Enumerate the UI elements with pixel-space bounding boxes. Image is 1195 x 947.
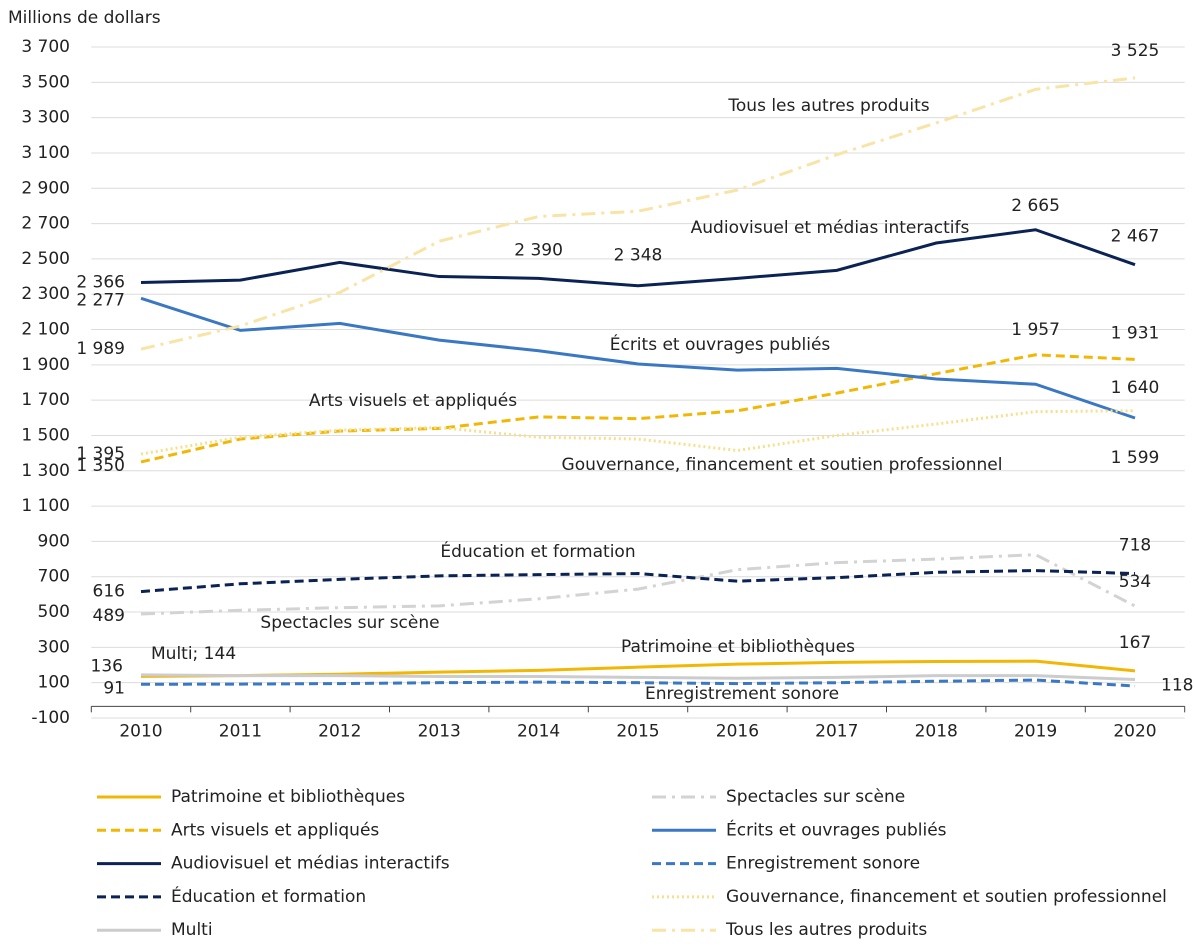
y-tick-label: 2 900: [21, 178, 70, 198]
x-tick-label: 2014: [517, 721, 560, 741]
series-line: [140, 673, 1136, 682]
value-label: 718: [1119, 536, 1151, 556]
y-tick-label: 1 300: [21, 461, 70, 481]
legend-label: Arts visuels et appliqués: [171, 820, 379, 840]
y-tick-label: 2 700: [21, 214, 70, 234]
y-tick-label: 1 700: [21, 390, 70, 410]
value-label: 1 395: [76, 444, 125, 464]
x-tick-label: 2016: [716, 721, 759, 741]
y-tick-label: -100: [31, 708, 70, 728]
series-line: [140, 409, 1136, 456]
legend-label: Multi: [171, 920, 213, 940]
legend-label: Gouvernance, financement et soutien prof…: [726, 887, 1167, 907]
series-line: [140, 569, 1136, 594]
y-axis-label: Millions de dollars: [8, 8, 161, 28]
value-label: 3 525: [1111, 41, 1160, 61]
x-tick-label: 2010: [119, 721, 162, 741]
value-label: 1 989: [76, 339, 125, 359]
value-label: 489: [93, 606, 125, 626]
y-tick-label: 1 900: [21, 355, 70, 375]
x-tick-label: 2012: [318, 721, 361, 741]
y-tick-label: 2 300: [21, 284, 70, 304]
x-tick-label: 2020: [1113, 721, 1156, 741]
legend-label: Éducation et formation: [171, 885, 366, 907]
series-annotation: Audiovisuel et médias interactifs: [691, 218, 970, 238]
legend-label: Tous les autres produits: [725, 920, 927, 940]
legend-label: Patrimoine et bibliothèques: [171, 787, 405, 807]
value-label: Multi; 144: [151, 644, 236, 664]
x-tick-label: 2013: [418, 721, 461, 741]
series-annotation: Enregistrement sonore: [645, 684, 839, 704]
x-tick-label: 2011: [219, 721, 262, 741]
series-annotation: Écrits et ouvrages publiés: [610, 333, 831, 355]
value-label: 167: [1119, 633, 1151, 653]
series-line: [140, 659, 1136, 678]
y-tick-label: 3 700: [21, 37, 70, 57]
value-label: 2 467: [1111, 227, 1160, 247]
series-line: [140, 353, 1136, 464]
series-annotation: Tous les autres produits: [727, 96, 929, 116]
legend-label: Écrits et ouvrages publiés: [726, 818, 947, 840]
value-label: 1 640: [1111, 378, 1160, 398]
value-label: 118: [1161, 676, 1193, 696]
series-line: [140, 678, 1136, 688]
y-tick-label: 1 500: [21, 425, 70, 445]
y-tick-label: 1 100: [21, 496, 70, 516]
value-label: 1 350: [76, 456, 125, 476]
y-tick-label: 3 500: [21, 72, 70, 92]
value-label: 534: [1119, 572, 1151, 592]
series-annotation: Patrimoine et bibliothèques: [621, 637, 855, 657]
value-label: 1 931: [1111, 323, 1160, 343]
value-label: 136: [91, 656, 123, 676]
y-tick-label: 900: [38, 531, 70, 551]
x-tick-label: 2019: [1014, 721, 1057, 741]
legend-label: Spectacles sur scène: [726, 787, 905, 807]
x-tick-label: 2015: [616, 721, 659, 741]
y-tick-label: 700: [38, 567, 70, 587]
y-tick-label: 3 100: [21, 143, 70, 163]
value-label: 1 599: [1111, 448, 1160, 468]
series-line: [140, 296, 1136, 420]
y-tick-label: 300: [38, 637, 70, 657]
y-tick-label: 2 500: [21, 249, 70, 269]
value-label: 91: [103, 678, 125, 698]
series-annotation: Spectacles sur scène: [260, 613, 439, 633]
value-label: 2 390: [514, 240, 563, 260]
y-tick-label: 2 100: [21, 320, 70, 340]
series-line: [140, 228, 1136, 288]
series-annotation: Éducation et formation: [440, 540, 635, 562]
y-tick-label: 100: [38, 673, 70, 693]
value-label: 1 957: [1011, 320, 1060, 340]
series-annotation: Arts visuels et appliqués: [309, 391, 517, 411]
x-tick-label: 2018: [915, 721, 958, 741]
value-label: 2 665: [1011, 196, 1060, 216]
y-tick-label: 3 300: [21, 108, 70, 128]
series-annotation: Gouvernance, financement et soutien prof…: [562, 455, 1003, 475]
value-label: 2 277: [76, 290, 125, 310]
legend-label: Audiovisuel et médias interactifs: [171, 854, 450, 874]
value-label: 2 348: [614, 246, 663, 266]
x-tick-label: 2017: [815, 721, 858, 741]
legend-label: Enregistrement sonore: [726, 854, 920, 874]
series-line: [140, 553, 1136, 616]
series-line: [140, 76, 1136, 351]
value-label: 2 366: [76, 273, 125, 293]
value-label: 616: [93, 582, 125, 602]
y-tick-label: 500: [38, 602, 70, 622]
